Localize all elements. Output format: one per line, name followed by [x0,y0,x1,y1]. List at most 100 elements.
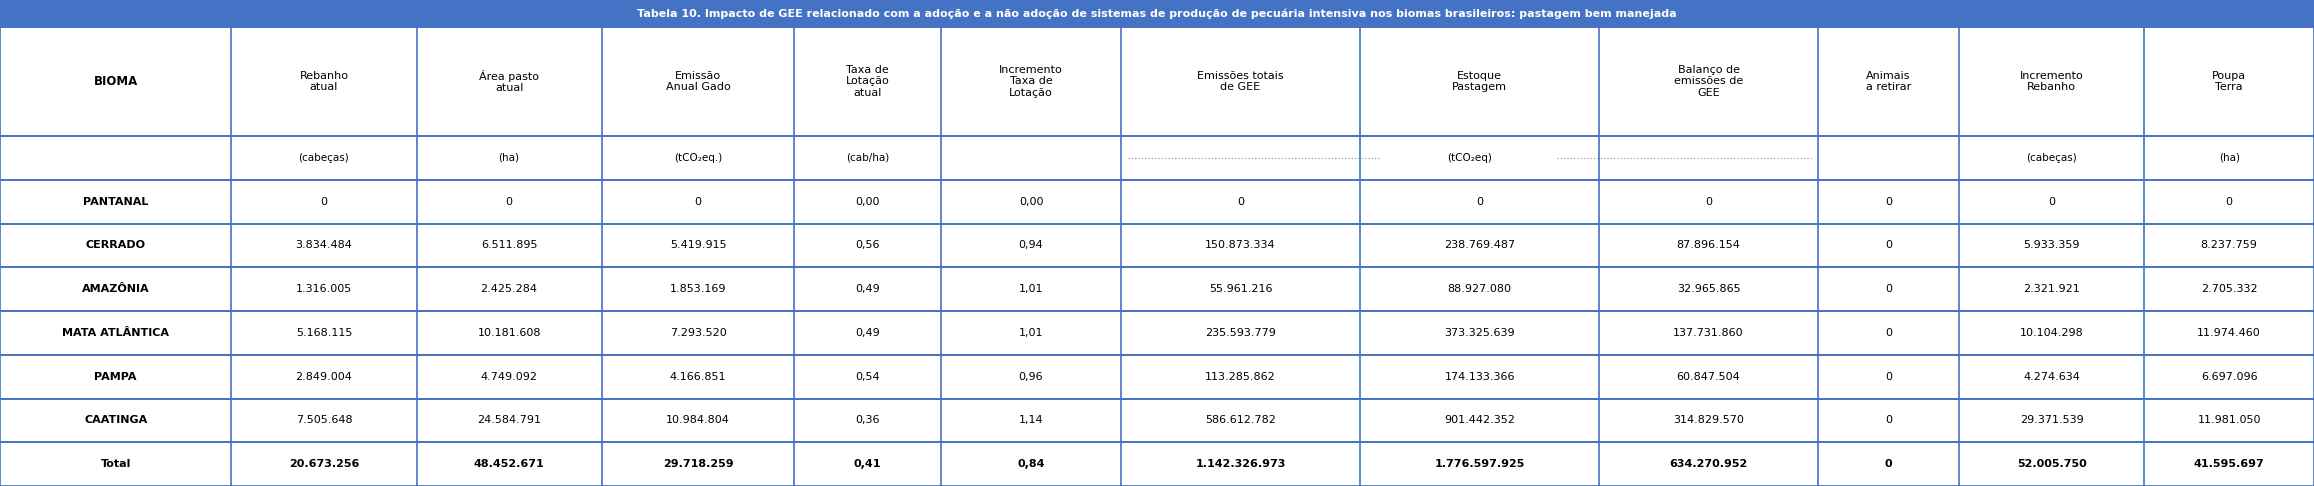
Text: 41.595.697: 41.595.697 [2194,459,2265,469]
Text: Total: Total [100,459,132,469]
Text: 0: 0 [1238,197,1245,207]
Text: (cabeças): (cabeças) [2027,153,2078,163]
Text: 2.321.921: 2.321.921 [2022,284,2080,294]
Text: 55.961.216: 55.961.216 [1208,284,1273,294]
Text: 373.325.639: 373.325.639 [1444,328,1516,338]
Text: 11.981.050: 11.981.050 [2198,416,2261,425]
Text: 0,49: 0,49 [856,328,879,338]
Text: Área pasto
atual: Área pasto atual [479,69,539,93]
Text: (tCO₂eq.): (tCO₂eq.) [673,153,722,163]
Text: CAATINGA: CAATINGA [83,416,148,425]
Text: 10.181.608: 10.181.608 [477,328,541,338]
Text: 1.776.597.925: 1.776.597.925 [1435,459,1525,469]
Text: 4.274.634: 4.274.634 [2022,372,2080,382]
Text: 5.419.915: 5.419.915 [669,241,727,250]
Text: 2.425.284: 2.425.284 [481,284,537,294]
Bar [0,180,2314,224]
Text: 0: 0 [2048,197,2055,207]
Text: 235.593.779: 235.593.779 [1206,328,1275,338]
Text: 586.612.782: 586.612.782 [1206,416,1275,425]
Text: 0: 0 [1886,197,1893,207]
Text: Poupa
Terra: Poupa Terra [2212,70,2247,92]
Bar [0,355,2314,399]
Text: 32.965.865: 32.965.865 [1678,284,1740,294]
Text: (ha): (ha) [498,153,521,163]
Text: 29.718.259: 29.718.259 [662,459,734,469]
Text: Incremento
Rebanho: Incremento Rebanho [2020,70,2083,92]
Text: 0,96: 0,96 [1018,372,1044,382]
Text: PAMPA: PAMPA [95,372,137,382]
Text: 11.974.460: 11.974.460 [2198,328,2261,338]
Text: 0,54: 0,54 [856,372,879,382]
Text: Animais
a retirar: Animais a retirar [1865,70,1911,92]
Text: 10.984.804: 10.984.804 [666,416,729,425]
Text: Balanço de
emissões de
GEE: Balanço de emissões de GEE [1673,65,1742,98]
Text: 0: 0 [2226,197,2233,207]
Text: 6.697.096: 6.697.096 [2201,372,2258,382]
Text: 88.927.080: 88.927.080 [1449,284,1511,294]
Text: 7.293.520: 7.293.520 [669,328,727,338]
Text: (tCO₂eq): (tCO₂eq) [1446,153,1493,163]
Text: 0: 0 [1886,284,1893,294]
Bar [0,0,2314,27]
Text: 0,36: 0,36 [856,416,879,425]
Text: 10.104.298: 10.104.298 [2020,328,2083,338]
Text: 7.505.648: 7.505.648 [296,416,352,425]
Text: 0,00: 0,00 [1018,197,1044,207]
Text: 60.847.504: 60.847.504 [1678,372,1740,382]
Text: Emissões totais
de GEE: Emissões totais de GEE [1196,70,1284,92]
Text: (ha): (ha) [2219,153,2240,163]
Text: 0,56: 0,56 [856,241,879,250]
Text: 48.452.671: 48.452.671 [474,459,544,469]
Text: 87.896.154: 87.896.154 [1678,241,1740,250]
Bar [0,136,2314,180]
Text: 0: 0 [1886,372,1893,382]
Text: BIOMA: BIOMA [93,75,139,88]
Bar [0,311,2314,355]
Text: 4.749.092: 4.749.092 [481,372,537,382]
Bar [0,442,2314,486]
Text: 5.168.115: 5.168.115 [296,328,352,338]
Text: (cabeças): (cabeças) [299,153,349,163]
Text: 137.731.860: 137.731.860 [1673,328,1745,338]
Text: 0: 0 [694,197,701,207]
Text: 150.873.334: 150.873.334 [1206,241,1275,250]
Text: 8.237.759: 8.237.759 [2201,241,2258,250]
Bar [0,27,2314,136]
Text: 0: 0 [504,197,514,207]
Text: AMAZÔNIA: AMAZÔNIA [81,284,150,294]
Text: 5.933.359: 5.933.359 [2022,241,2080,250]
Text: Taxa de
Lotação
atual: Taxa de Lotação atual [847,65,889,98]
Text: 20.673.256: 20.673.256 [289,459,359,469]
Text: Emissão
Anual Gado: Emissão Anual Gado [666,70,731,92]
Text: 113.285.862: 113.285.862 [1206,372,1275,382]
Text: Incremento
Taxa de
Lotação: Incremento Taxa de Lotação [1000,65,1062,98]
Bar [0,267,2314,311]
Text: 0: 0 [1886,416,1893,425]
Text: CERRADO: CERRADO [86,241,146,250]
Text: 1.316.005: 1.316.005 [296,284,352,294]
Text: PANTANAL: PANTANAL [83,197,148,207]
Text: 0: 0 [1886,328,1893,338]
Text: 29.371.539: 29.371.539 [2020,416,2083,425]
Text: 238.769.487: 238.769.487 [1444,241,1516,250]
Text: 0,94: 0,94 [1018,241,1044,250]
Bar [0,399,2314,442]
Text: 0: 0 [319,197,329,207]
Bar [0,224,2314,267]
Text: 1,01: 1,01 [1018,328,1044,338]
Text: 0,84: 0,84 [1018,459,1044,469]
Text: 1,14: 1,14 [1018,416,1044,425]
Text: 3.834.484: 3.834.484 [296,241,352,250]
Text: 1.853.169: 1.853.169 [669,284,727,294]
Text: 0: 0 [1884,459,1893,469]
Text: 4.166.851: 4.166.851 [669,372,727,382]
Text: 0: 0 [1476,197,1483,207]
Text: 0,49: 0,49 [856,284,879,294]
Text: 174.133.366: 174.133.366 [1444,372,1516,382]
Text: 6.511.895: 6.511.895 [481,241,537,250]
Text: Rebanho
atual: Rebanho atual [299,70,349,92]
Text: 1,01: 1,01 [1018,284,1044,294]
Text: (cab/ha): (cab/ha) [847,153,889,163]
Text: 0: 0 [1705,197,1712,207]
